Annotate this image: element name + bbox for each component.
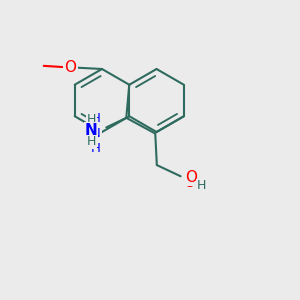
Text: O: O — [185, 170, 197, 185]
Text: H: H — [196, 179, 206, 192]
Text: N: N — [85, 123, 98, 138]
Text: H
N
H: H N H — [91, 112, 101, 155]
Text: H: H — [87, 113, 96, 126]
Text: O: O — [184, 175, 196, 190]
Text: H: H — [87, 135, 96, 148]
Text: O: O — [64, 60, 76, 75]
Text: O: O — [64, 60, 76, 75]
